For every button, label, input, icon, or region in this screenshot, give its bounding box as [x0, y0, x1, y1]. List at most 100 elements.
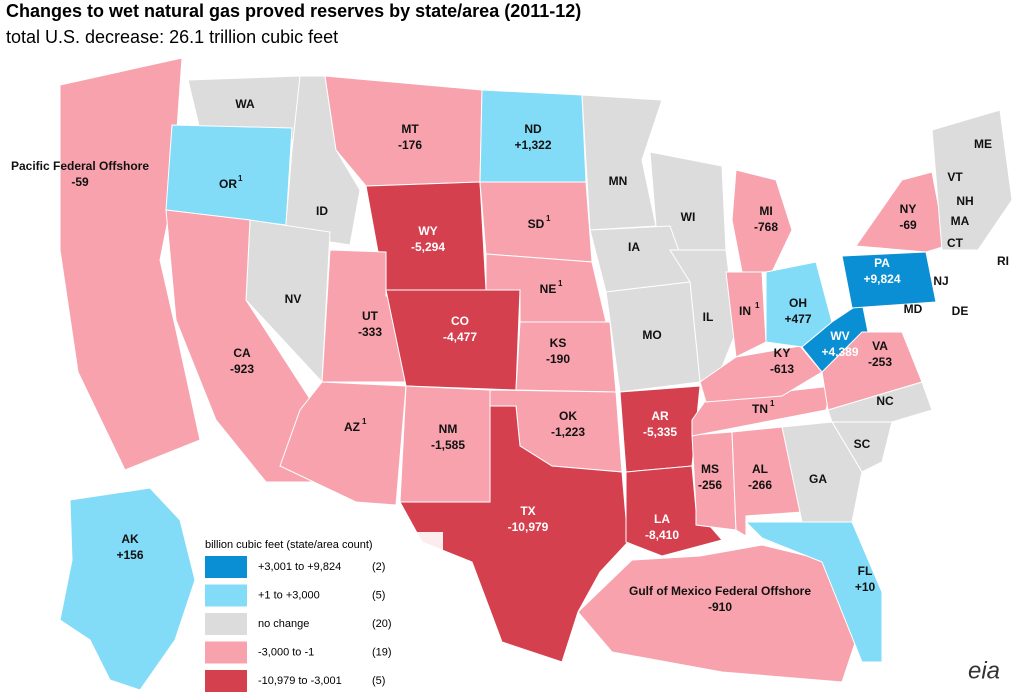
- area-value: -923: [230, 362, 254, 376]
- area-shape: [691, 431, 737, 531]
- area-name: MT: [401, 122, 419, 136]
- legend-label: +3,001 to +9,824: [258, 561, 341, 573]
- area-name: NY: [900, 202, 917, 216]
- area-name: DE: [952, 304, 969, 318]
- legend-label: no change: [258, 618, 309, 630]
- area-name: IL: [703, 310, 714, 324]
- area-value: -5,294: [411, 240, 445, 254]
- area-name: IA: [628, 240, 640, 254]
- area-name: GA: [809, 472, 827, 486]
- area-name: Gulf of Mexico Federal Offshore: [629, 584, 811, 598]
- area-name: VT: [947, 170, 963, 184]
- area-shape: [841, 251, 937, 309]
- area-name: VA: [872, 339, 888, 353]
- area-shape: [744, 521, 883, 663]
- area-name: MS: [701, 462, 719, 476]
- area-value: -190: [546, 352, 570, 366]
- area-value: -333: [358, 325, 382, 339]
- area-name: AZ: [344, 420, 360, 434]
- area-name: OR: [219, 177, 237, 191]
- legend-count: (19): [372, 646, 392, 658]
- area-value: -176: [398, 138, 422, 152]
- area-name: WY: [418, 224, 437, 238]
- area-value: -253: [868, 355, 892, 369]
- area-shape: [165, 124, 293, 226]
- footnote-marker: 1: [238, 174, 243, 183]
- area-name: OK: [559, 409, 577, 423]
- area-name: NE: [540, 282, 557, 296]
- area-name: CO: [451, 314, 469, 328]
- area-name: TN: [752, 402, 768, 416]
- area-name: NV: [285, 292, 302, 306]
- area-name: FL: [858, 564, 873, 578]
- areas: [59, 57, 1013, 691]
- legend-swatch: [205, 641, 247, 664]
- footnote-marker: 1: [755, 301, 760, 310]
- area-shape: [931, 109, 1013, 251]
- area-name: KS: [550, 336, 567, 350]
- area-value: +156: [116, 548, 143, 562]
- area-name: CT: [947, 236, 964, 250]
- legend-count: (2): [372, 561, 385, 573]
- area-name: CA: [233, 346, 251, 360]
- area-shape: [399, 405, 629, 663]
- area-value: +10: [855, 580, 876, 594]
- legend-label: -10,979 to -3,001: [258, 675, 342, 687]
- area-value: -613: [770, 362, 794, 376]
- area-name: NJ: [933, 274, 948, 288]
- legend-swatch: [205, 670, 247, 692]
- area-name: LA: [654, 512, 670, 526]
- area-name: IN: [739, 304, 751, 318]
- title: Changes to wet natural gas proved reserv…: [6, 1, 581, 21]
- area-value: -59: [71, 175, 89, 189]
- footnote-marker: 1: [546, 214, 551, 223]
- footnote-marker: 1: [362, 417, 367, 426]
- area-name: KY: [774, 346, 791, 360]
- area-name: WA: [235, 97, 255, 111]
- area-name: AL: [752, 462, 768, 476]
- area-name: MN: [609, 174, 628, 188]
- area-shape: [781, 421, 863, 523]
- legend: billion cubic feet (state/area count) +3,…: [198, 532, 443, 692]
- area-name: ND: [524, 122, 542, 136]
- legend-swatch: [205, 613, 247, 635]
- legend-swatch: [205, 584, 247, 607]
- area-value: -266: [748, 478, 772, 492]
- legend-swatch: [205, 556, 247, 578]
- area-value: -1,223: [551, 425, 585, 439]
- area-name: MD: [904, 302, 923, 316]
- area-name: WI: [681, 210, 696, 224]
- area-name: ME: [974, 137, 992, 151]
- area-value: -768: [754, 220, 778, 234]
- area-value: -8,410: [645, 528, 679, 542]
- area-name: NC: [876, 394, 894, 408]
- area-name: MI: [759, 204, 772, 218]
- footnote-marker: 1: [558, 279, 563, 288]
- area-labels: Pacific Federal Offshore -59 Gulf of Mexic…: [11, 97, 1009, 614]
- area-shape: [821, 331, 923, 411]
- area-name: OH: [789, 296, 807, 310]
- logo: eia: [968, 657, 1000, 684]
- area-value: -5,335: [643, 425, 677, 439]
- area-shape: [827, 381, 933, 423]
- area-value: +4,389: [821, 345, 858, 359]
- area-name: MA: [951, 214, 970, 228]
- area-value: -4,477: [443, 330, 477, 344]
- area-value: -10,979: [508, 520, 549, 534]
- area-name: NH: [956, 194, 973, 208]
- legend-count: (20): [372, 618, 392, 630]
- legend-count: (5): [372, 589, 385, 601]
- area-value: -256: [698, 478, 722, 492]
- legend-label: +1 to +3,000: [258, 589, 320, 601]
- area-name: NM: [439, 422, 458, 436]
- area-name: WV: [830, 329, 849, 343]
- area-shape: [625, 465, 723, 557]
- area-value: +477: [784, 312, 811, 326]
- area-name: TX: [520, 504, 535, 518]
- subtitle: total U.S. decrease: 26.1 trillion cubic…: [6, 27, 338, 47]
- area-name: ID: [316, 204, 328, 218]
- area-value: -69: [899, 218, 917, 232]
- area-name: MO: [642, 328, 661, 342]
